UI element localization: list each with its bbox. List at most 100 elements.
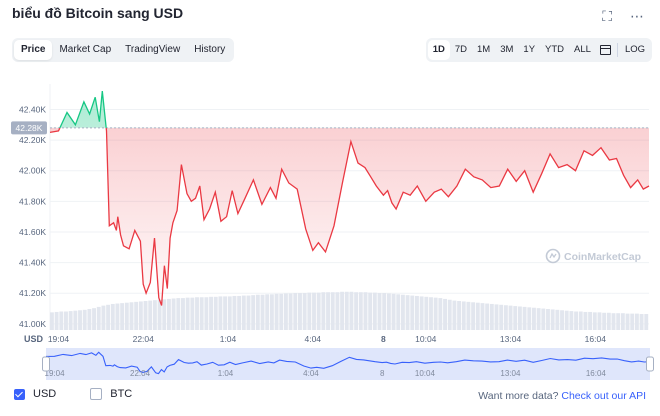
api-note-text: Want more data? [478,390,559,402]
volume-bar [185,297,190,330]
range-divider [616,43,618,57]
tab-tradingview[interactable]: TradingView [125,44,181,55]
navigator-tick-label: 13:04 [500,369,521,378]
volume-bar [204,297,209,330]
reference-price-badge: 42.28K [11,121,47,135]
volume-bar [639,314,644,330]
navigator-tick-label: 4:04 [303,369,319,378]
volume-bar [508,305,513,330]
reference-badge-label: 42.28K [16,123,43,133]
volume-bar [517,306,522,330]
volume-bar [190,297,195,330]
volume-bar [466,301,471,330]
volume-bar [148,300,153,330]
price-line [49,91,650,306]
volume-bar [372,292,377,330]
checkbox-unchecked-icon[interactable] [90,388,103,400]
navigator-handle[interactable] [646,356,654,372]
volume-bar [433,297,438,330]
volume-bar [288,293,293,330]
volume-bar [73,310,78,330]
volume-bar [274,293,279,330]
volume-bar [166,298,171,330]
volume-bar [237,295,242,330]
reference-badge-bg [11,121,47,135]
volume-bar [96,306,101,330]
volume-bar [541,308,546,330]
tab-price[interactable]: Price [14,40,53,60]
range-7d[interactable]: 7D [454,44,467,55]
navigator-handle[interactable] [42,356,50,372]
volume-bar [115,303,120,330]
x-tick-label: 10:04 [415,334,437,344]
volume-bar [152,300,157,330]
legend-usd[interactable]: USD [14,388,56,400]
volume-bar [391,293,396,330]
volume-bar [494,304,499,330]
more-horizontal-icon[interactable]: ⋯ [630,8,644,24]
volume-bar [59,311,64,330]
volume-bar [461,301,466,330]
chart-title: biểu đồ Bitcoin sang USD [12,5,184,21]
x-tick-label: 13:04 [500,334,522,344]
volume-bar [419,296,424,330]
volume-bar [124,302,129,330]
time-range-selector: 1D 7D 1M 3M 1Y YTD ALL LOG [425,38,652,62]
volume-bar [87,309,92,330]
range-3m[interactable]: 3M [500,44,514,55]
volume-bar [92,308,96,330]
calendar-icon[interactable] [599,45,611,55]
legend-btc-label: BTC [110,388,133,400]
volume-bar [293,293,298,330]
volume-bar [405,295,410,330]
volume-bar [307,292,312,330]
legend: USD BTC [14,388,158,400]
price-chart[interactable]: 42.40K 42.20K 42.00K 41.80K 41.60K 41.40K 41.2… [0,0,660,385]
volume-bar [269,294,274,330]
volume-bar [246,295,251,330]
volume-bar [583,311,588,330]
range-navigator[interactable]: 19:04 22:04 1:04 4:04 8 10:04 13:04 16:04 [42,348,654,380]
volume-bar [335,292,340,330]
volume-bar [232,295,237,330]
range-1m[interactable]: 1M [477,44,491,55]
navigator-background [46,348,650,380]
fullscreen-icon[interactable]: ⛶ [602,8,612,24]
tab-market-cap[interactable]: Market Cap [59,44,112,55]
legend-btc[interactable]: BTC [90,388,132,400]
y-tick-label: 42.20K [19,135,46,145]
api-link[interactable]: Check out our API [561,390,646,402]
volume-bar [227,296,232,330]
volume-bar [489,303,494,330]
volume-bar [171,298,176,330]
volume-bars [50,291,649,330]
navigator-line [45,351,651,375]
volume-bar [349,291,354,330]
volume-bar [560,310,564,330]
legend-usd-label: USD [33,388,57,400]
volume-bar [358,292,363,330]
volume-bar [330,292,335,330]
log-scale-button[interactable]: LOG [624,44,645,55]
x-axis: USD 19:04 22:04 1:04 4:04 8 10:04 13:04 16:04 [24,334,606,344]
volume-bar [415,295,419,330]
volume-bar [134,301,139,330]
range-1d[interactable]: 1D [427,40,450,60]
volume-bar [265,294,270,330]
checkbox-checked-icon[interactable] [14,388,25,400]
volume-bar [592,312,597,330]
volume-bar [78,310,82,330]
volume-bar [644,314,649,330]
volume-bar [223,296,228,330]
range-1y[interactable]: 1Y [523,44,536,55]
volume-bar [162,299,167,330]
tab-history[interactable]: History [194,44,226,55]
volume-bar [429,297,433,330]
volume-bar [555,309,560,330]
volume-bar [340,291,345,330]
range-ytd[interactable]: YTD [545,44,565,55]
volume-bar [475,302,480,330]
volume-bar [620,313,625,330]
volume-bar [316,292,321,330]
range-all[interactable]: ALL [574,44,591,55]
